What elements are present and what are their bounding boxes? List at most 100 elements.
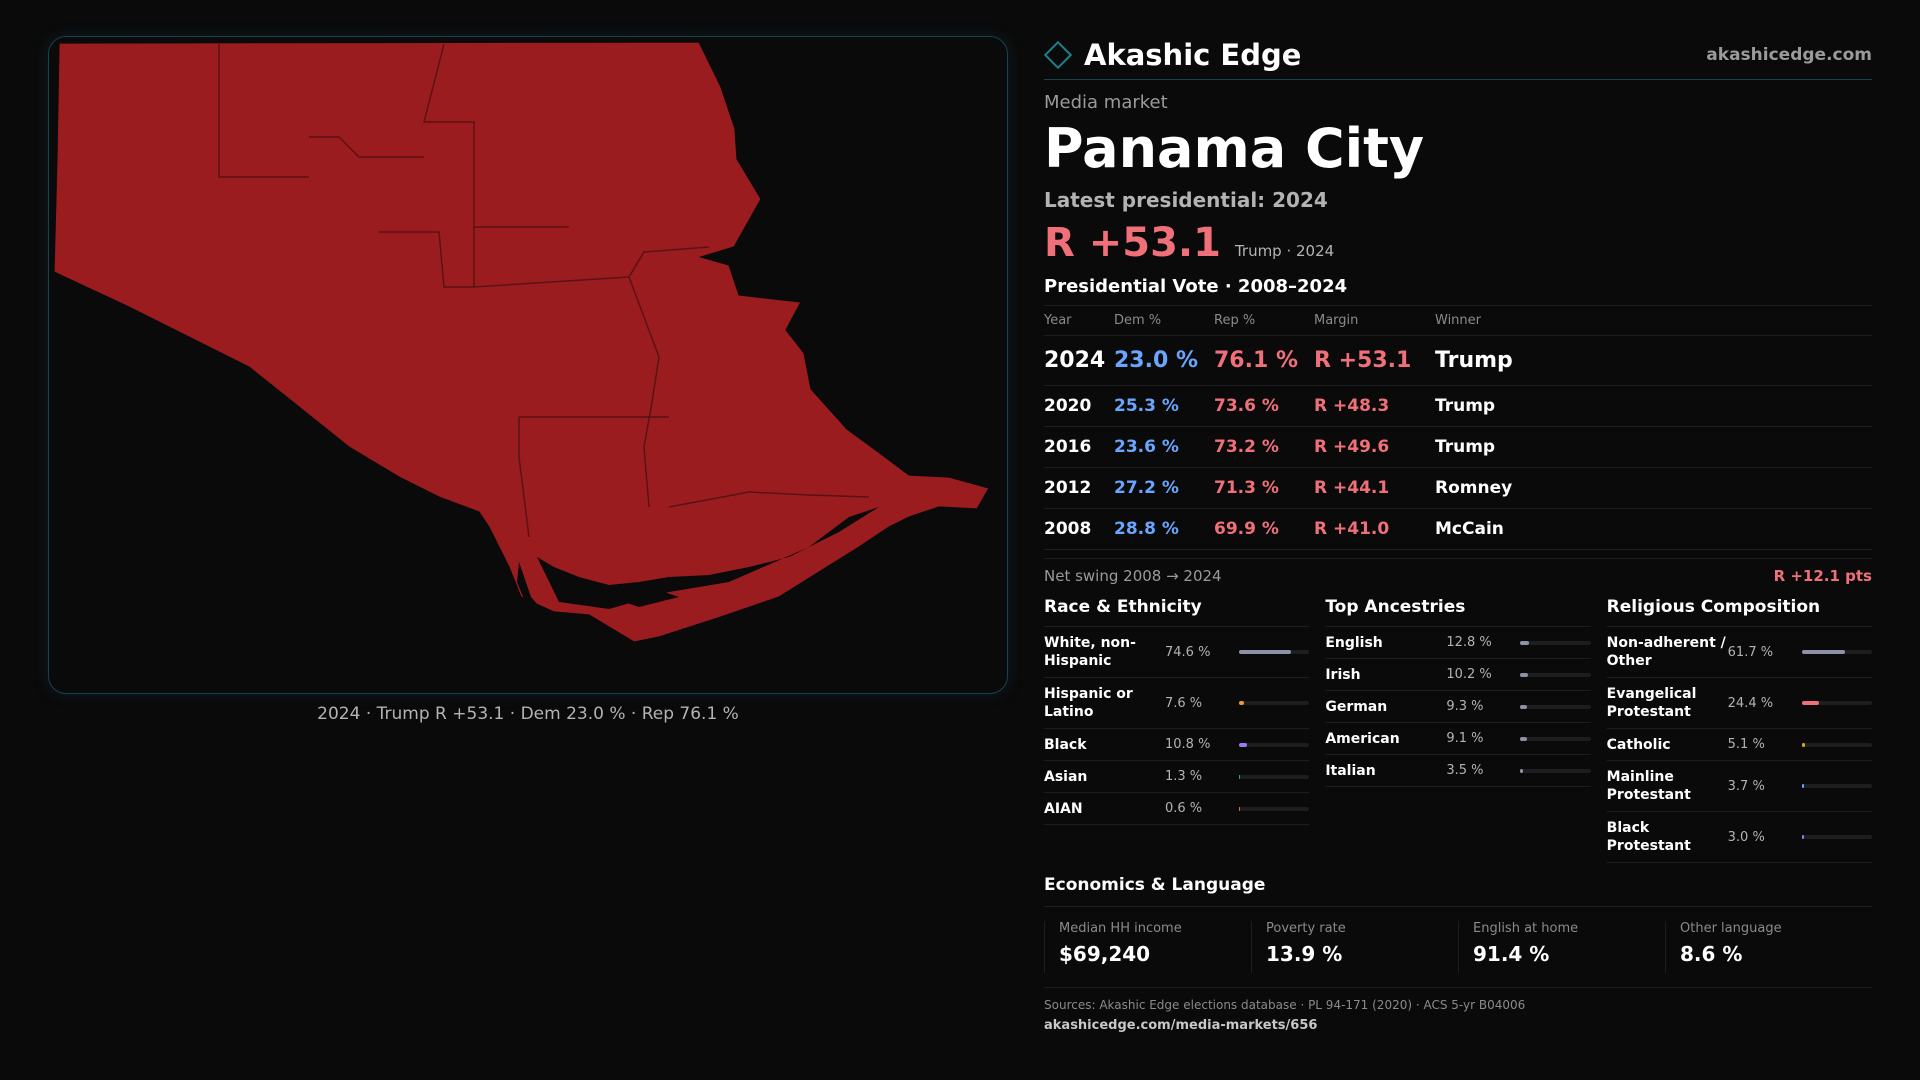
race-row: Black 10.8 % [1044,729,1310,762]
ancestry-bar [1520,704,1591,709]
religion-pct: 24.4 % [1727,695,1774,711]
religion-bar-fill [1801,742,1806,747]
site-link[interactable]: akashicedge.com [1706,44,1872,65]
religion-bar-fill [1801,835,1804,840]
ancestry-bar [1520,736,1591,741]
religion-row: Black Protestant 3.0 % [1606,812,1872,864]
ancestry-bar [1520,640,1591,645]
religion-bar [1801,650,1872,655]
market-kicker: Media market [1044,92,1168,113]
map-inlet [517,562,544,612]
ancestry-label: German [1325,698,1388,715]
vote-margin: R +41.0 [1314,519,1390,540]
vote-dem: 25.3 % [1114,396,1179,417]
vote-title: Presidential Vote · 2008–2024 [1044,276,1348,298]
brand-name: Akashic Edge [1084,37,1302,72]
sources-text: Sources: Akashic Edge elections database… [1044,998,1526,1013]
map-region [53,41,990,643]
source-link[interactable]: akashicedge.com/media-markets/656 [1044,1018,1318,1034]
vote-row: 2016 23.6 % 73.2 % R +49.6 Trump [1044,427,1872,469]
stat-poverty: Poverty rate 13.9 % [1251,921,1458,974]
vote-margin: R +48.3 [1314,396,1390,417]
vote-dem: 27.2 % [1114,478,1179,499]
ancestry-label: Irish [1325,666,1361,683]
latest-sub: Trump · 2024 [1234,242,1335,261]
latest-result: R +53.1 Trump · 2024 [1044,220,1872,266]
vote-row: 2008 28.8 % 69.9 % R +41.0 McCain [1044,509,1872,551]
religion-pct: 3.7 % [1727,778,1765,794]
map-bay [537,507,879,609]
vote-year: 2016 [1044,437,1092,458]
stat-value: 91.4 % [1473,942,1550,967]
religion-bar [1801,835,1872,840]
vote-dem: 23.6 % [1114,437,1179,458]
swing-label: Net swing 2008 → 2024 [1044,567,1222,586]
vote-winner: Trump [1435,348,1513,374]
religion-row: Evangelical Protestant 24.4 % [1606,678,1872,730]
vote-winner: Trump [1435,396,1496,417]
religion-bar-fill [1801,784,1805,789]
ancestry-bar-fill [1520,736,1527,741]
ancestry-pct: 3.5 % [1446,763,1484,779]
county-map[interactable] [49,37,1007,693]
religion-pct: 61.7 % [1727,644,1774,660]
economics-title: Economics & Language [1044,875,1872,908]
religion-bar-fill [1801,650,1846,655]
race-pct: 10.8 % [1165,737,1211,753]
market-panel: Akashic Edge akashicedge.com Media marke… [1043,30,1872,1033]
religion-title: Religious Composition [1606,597,1872,628]
col-rep: Rep % [1214,313,1256,329]
col-year: Year [1044,313,1072,329]
ancestry-row: English 12.8 % [1325,627,1591,660]
religion-label: Evangelical Protestant [1606,686,1697,721]
race-title: Race & Ethnicity [1044,597,1310,628]
ancestry-bar-fill [1520,640,1530,645]
vote-rep: 71.3 % [1214,478,1279,499]
vote-dem: 23.0 % [1114,348,1198,374]
race-label: Black [1044,736,1087,753]
ancestry-column: Top Ancestries English 12.8 % Irish 10.2 % G… [1325,597,1591,863]
sources: Sources: Akashic Edge elections database… [1044,987,1872,1033]
religion-column: Religious Composition Non-adherent / Oth… [1606,597,1872,864]
economics-stats: Median HH income $69,240 Poverty rate 13… [1044,921,1872,974]
vote-winner: Trump [1435,437,1496,458]
ancestry-row: Italian 3.5 % [1325,755,1591,788]
stat-other-language: Other language 8.6 % [1665,921,1872,974]
ancestry-pct: 9.1 % [1446,731,1484,747]
ancestry-bar [1520,672,1591,677]
vote-table: Year Dem % Rep % Margin Winner 2024 23.0… [1044,305,1872,551]
vote-dem: 28.8 % [1114,519,1179,540]
vote-margin: R +49.6 [1314,437,1390,458]
stat-value: 13.9 % [1266,942,1343,967]
race-row: Hispanic or Latino 7.6 % [1044,678,1310,730]
race-bar-fill [1239,650,1292,655]
swing-value: R +12.1 pts [1773,567,1872,586]
ancestry-bar-fill [1520,768,1523,773]
religion-label: Black Protestant [1606,820,1691,855]
brand[interactable]: Akashic Edge [1043,37,1302,72]
race-bar-fill [1239,701,1245,706]
ancestry-bar-fill [1520,672,1528,677]
map-panel[interactable] [48,36,1008,694]
vote-row: 2012 27.2 % 71.3 % R +44.1 Romney [1044,468,1872,510]
race-label: Hispanic or Latino [1044,686,1133,721]
race-label: AIAN [1044,800,1083,817]
vote-year: 2012 [1044,478,1092,499]
vote-year: 2008 [1044,519,1092,540]
race-row: White, non-Hispanic 74.6 % [1044,627,1310,679]
vote-winner: Romney [1435,478,1513,499]
race-bar [1239,806,1310,811]
religion-label: Catholic [1606,736,1671,753]
ancestry-bar [1520,768,1591,773]
page-title: Panama City [1044,117,1425,180]
ancestry-bar-fill [1520,704,1527,709]
religion-label: Non-adherent / Other [1606,635,1726,670]
race-row: AIAN 0.6 % [1044,793,1310,826]
religion-pct: 3.0 % [1727,829,1765,845]
religion-bar-fill [1801,701,1819,706]
race-label: Asian [1044,768,1088,785]
latest-margin: R +53.1 [1044,220,1221,267]
stat-value: $69,240 [1059,942,1151,967]
logo-diamond-icon [1043,40,1073,69]
religion-bar [1801,784,1872,789]
